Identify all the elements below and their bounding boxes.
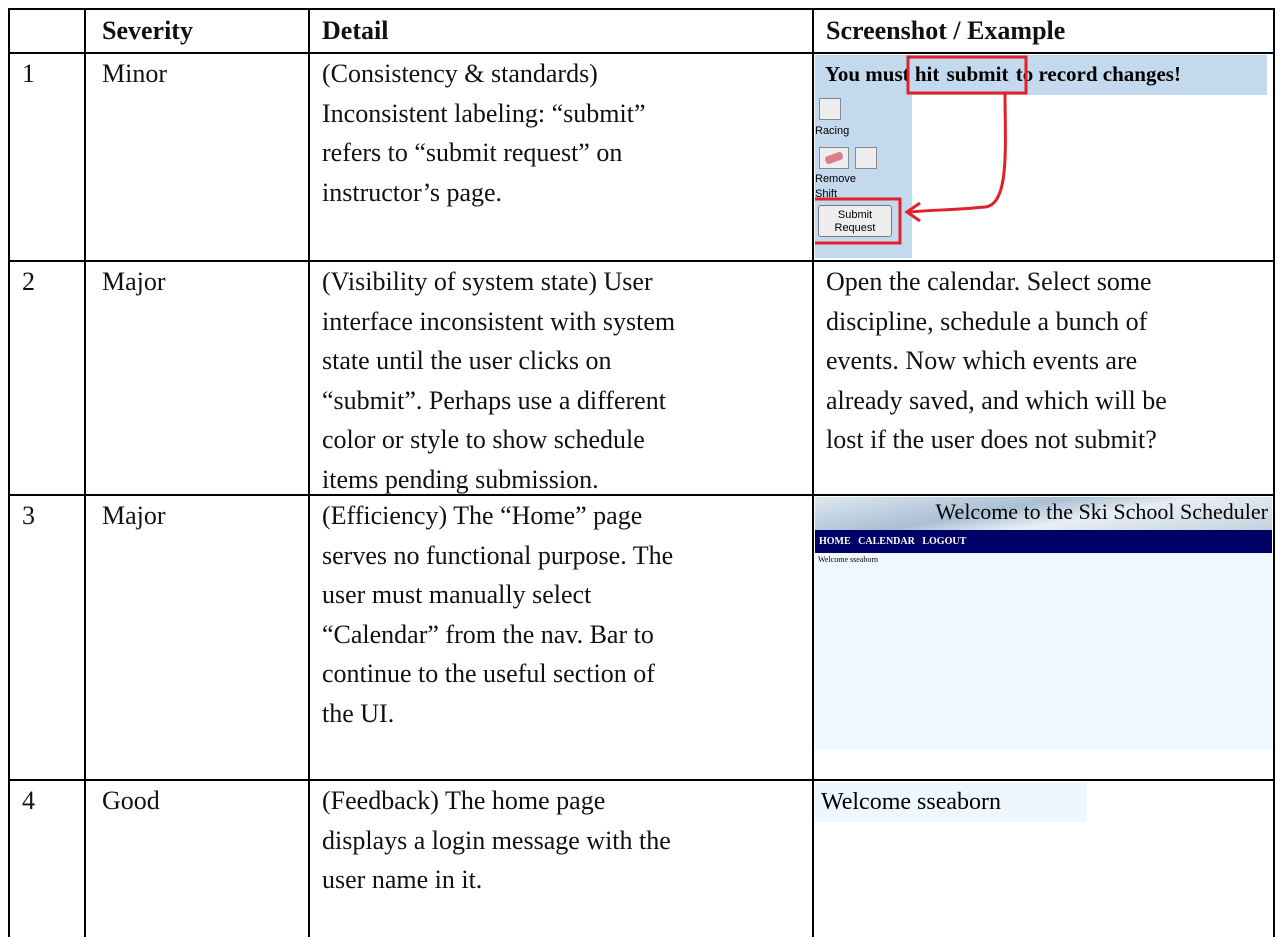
tool-label: Remove <box>815 173 856 185</box>
tool-label: Racing <box>815 125 850 137</box>
detail-line: “Calendar” from the nav. Bar to <box>322 619 654 649</box>
screenshot-1: You must hit submit to record changes! R… <box>815 55 1267 258</box>
row-number: 3 <box>22 501 35 530</box>
detail-line: user must manually select <box>322 580 592 609</box>
detail-line: “submit”. Perhaps use a different <box>322 385 666 415</box>
banner: You must hit submit to record changes! <box>815 55 1267 95</box>
example-line: Open the calendar. Select some <box>826 267 1152 296</box>
detail-line: displays a login message with the <box>322 825 671 855</box>
annotation <box>815 55 1028 245</box>
detail-line: Inconsistent labeling: “submit” <box>322 98 646 128</box>
tool-button <box>855 147 877 169</box>
detail-line: the UI. <box>322 698 395 728</box>
row-border <box>8 8 1274 10</box>
severity: Minor <box>102 59 167 88</box>
severity: Major <box>102 267 166 296</box>
banner-text: to record changes! <box>1015 62 1181 86</box>
nav-item: LOGOUT <box>922 536 967 547</box>
detail-line: items pending submission. <box>322 464 599 494</box>
column-border <box>8 8 10 937</box>
row-border <box>8 494 1274 496</box>
nav-item: HOME <box>819 536 851 547</box>
tool-button <box>819 98 841 120</box>
detail-line: color or style to show schedule <box>322 425 645 454</box>
nav-bar: HOME CALENDAR LOGOUT <box>815 530 1272 553</box>
header-cell: Screenshot / Example <box>826 16 1066 45</box>
screenshot-4: Welcome sseaborn <box>815 783 1087 822</box>
detail-line: (Efficiency) The “Home” page <box>322 501 643 530</box>
header-cell: Detail <box>322 16 389 45</box>
detail-line: refers to “submit request” on <box>322 138 623 167</box>
banner-highlight: submit <box>946 62 1009 86</box>
detail-line: interface inconsistent with system <box>322 306 676 336</box>
detail-line: (Visibility of system state) User <box>322 267 653 296</box>
detail-line: state until the user clicks on <box>322 346 612 375</box>
column-border <box>1273 8 1275 937</box>
row-border <box>8 779 1274 781</box>
detail-line: (Feedback) The home page <box>322 786 606 815</box>
column-border <box>812 8 814 937</box>
example-line: already saved, and which will be <box>826 385 1167 415</box>
banner-text: You must hit <box>825 62 940 86</box>
column-border <box>84 8 86 937</box>
detail-line: continue to the useful section of <box>322 659 655 688</box>
row-border <box>8 52 1274 54</box>
button-text: Submit <box>837 209 873 221</box>
detail-line: (Consistency & standards) <box>322 59 598 88</box>
nav-item: CALENDAR <box>858 536 915 547</box>
button-text: Request <box>834 222 876 234</box>
screenshot-3: Welcome to the Ski School Scheduler HOME… <box>815 497 1272 750</box>
detail-line: user name in it. <box>322 865 483 894</box>
detail-line: instructor’s page. <box>322 177 503 207</box>
severity: Major <box>102 501 166 530</box>
row-border <box>8 260 1274 262</box>
example-line: discipline, schedule a bunch of <box>826 306 1148 336</box>
welcome-message: Welcome sseaborn <box>818 555 878 564</box>
submit-button: Submit Request <box>818 205 892 237</box>
site-header: Welcome to the Ski School Scheduler <box>815 497 1272 530</box>
detail-line: serves no functional purpose. The <box>322 540 674 570</box>
column-border <box>308 8 310 937</box>
severity: Good <box>102 786 160 815</box>
row-number: 2 <box>22 267 35 296</box>
example-line: lost if the user does not submit? <box>826 425 1157 454</box>
row-number: 1 <box>22 59 35 88</box>
tool-label: Shift <box>815 188 838 200</box>
tool-panel: Racing Remove Shift Submit Request <box>815 95 912 258</box>
example-line: events. Now which events are <box>826 346 1138 375</box>
header-cell: Severity <box>102 16 193 45</box>
tool-button <box>819 147 849 169</box>
row-number: 4 <box>22 786 35 815</box>
